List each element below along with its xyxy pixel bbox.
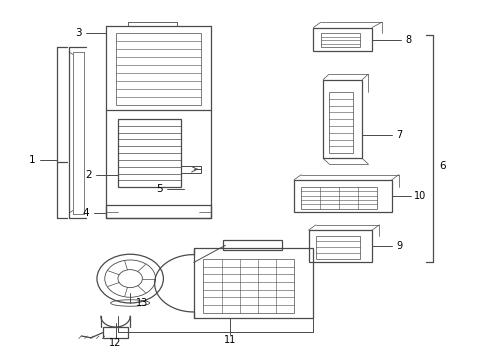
Bar <box>203 259 294 313</box>
Bar <box>309 230 372 262</box>
Text: 4: 4 <box>83 208 90 219</box>
Bar <box>301 187 377 209</box>
Text: 5: 5 <box>156 184 163 194</box>
Text: 3: 3 <box>75 28 82 38</box>
Bar <box>329 92 353 153</box>
Bar <box>106 205 211 218</box>
Bar <box>103 327 128 338</box>
Text: 10: 10 <box>414 191 426 201</box>
Bar <box>321 33 360 47</box>
Text: 6: 6 <box>440 161 446 171</box>
Bar <box>194 248 314 318</box>
Bar <box>116 33 201 105</box>
Bar <box>294 180 392 212</box>
Text: 9: 9 <box>396 241 402 251</box>
Text: 13: 13 <box>136 298 148 308</box>
Text: 2: 2 <box>85 170 92 180</box>
Text: 8: 8 <box>406 35 412 45</box>
Text: 11: 11 <box>224 334 237 345</box>
Bar <box>223 240 282 250</box>
Text: 12: 12 <box>109 338 122 348</box>
Bar <box>181 166 201 173</box>
Text: 7: 7 <box>396 130 402 140</box>
Text: 1: 1 <box>29 155 36 165</box>
Bar <box>118 119 181 187</box>
Bar <box>314 28 372 51</box>
Bar <box>316 235 360 259</box>
Bar <box>323 80 362 158</box>
